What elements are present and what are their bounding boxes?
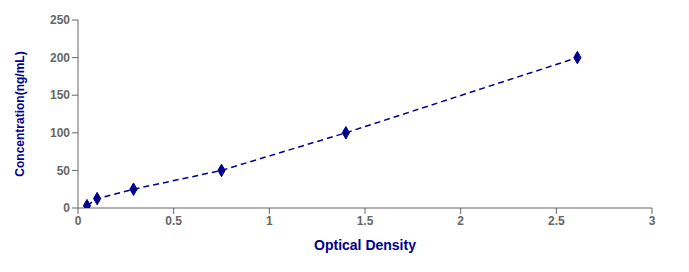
svg-text:100: 100: [50, 126, 70, 140]
svg-text:Concentration(ng/mL): Concentration(ng/mL): [13, 51, 27, 176]
svg-text:0: 0: [63, 201, 70, 215]
svg-text:2: 2: [457, 214, 464, 228]
svg-text:250: 250: [50, 13, 70, 27]
svg-text:0.5: 0.5: [165, 214, 182, 228]
svg-text:2.5: 2.5: [548, 214, 565, 228]
svg-text:150: 150: [50, 88, 70, 102]
svg-text:50: 50: [57, 164, 71, 178]
svg-text:Optical Density: Optical Density: [314, 237, 416, 253]
svg-text:3: 3: [649, 214, 656, 228]
svg-text:0: 0: [75, 214, 82, 228]
svg-text:1: 1: [266, 214, 273, 228]
svg-text:200: 200: [50, 51, 70, 65]
svg-text:1.5: 1.5: [357, 214, 374, 228]
